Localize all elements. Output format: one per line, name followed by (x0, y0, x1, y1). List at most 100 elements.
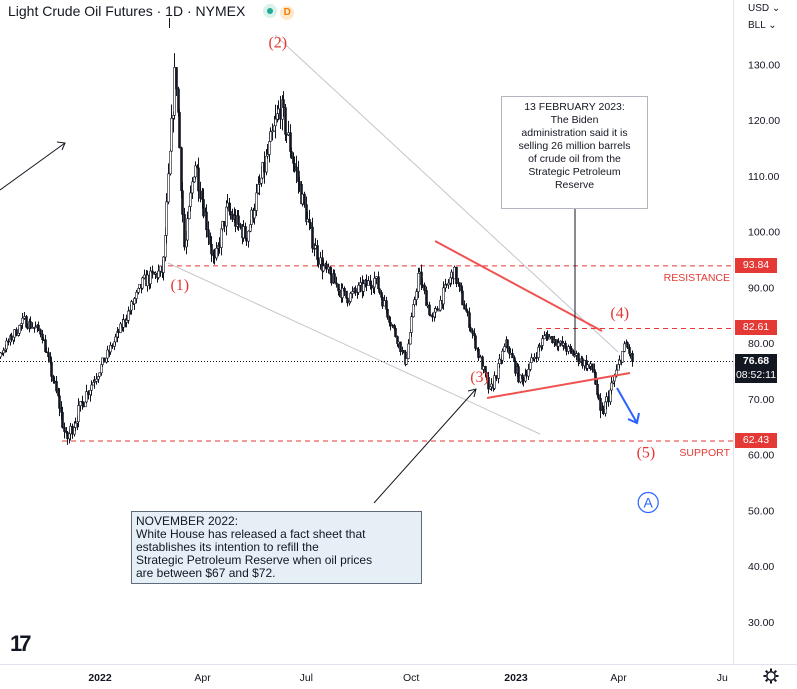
candle-body (170, 118, 173, 152)
candle-body (157, 270, 160, 278)
y-tick-label: 50.00 (748, 505, 774, 517)
candle-body (410, 316, 413, 333)
candle-body (447, 282, 450, 286)
candle-body (570, 348, 573, 352)
candle-body (162, 256, 165, 273)
candle-body (50, 361, 53, 377)
candle-body (268, 141, 271, 155)
gear-icon[interactable] (763, 668, 779, 684)
candle-body (303, 193, 306, 205)
candle-body (471, 330, 474, 334)
wave-label: (2) (268, 35, 287, 52)
candle-body (178, 112, 181, 149)
candle-body (173, 67, 176, 116)
candle-body (207, 229, 210, 238)
note-feb-line: The Biden (550, 114, 599, 126)
candle-body (114, 336, 117, 343)
candle-body (98, 372, 101, 377)
candle-body (423, 284, 426, 291)
candle-body (554, 339, 557, 345)
candle-body (626, 342, 629, 348)
candle-body (10, 335, 13, 341)
candle-body (631, 353, 634, 362)
candle-body (325, 263, 328, 270)
note-feb-2023[interactable]: 13 FEBRUARY 2023: The Biden administrati… (501, 96, 648, 209)
candle-body (135, 292, 138, 299)
resistance-label: RESISTANCE (664, 272, 730, 284)
candle-body (247, 230, 250, 242)
note-nov-line: NOVEMBER 2022: (136, 514, 239, 528)
candle-body (311, 226, 314, 249)
candle-body (370, 284, 373, 289)
candle-body (61, 411, 64, 428)
candle-body (0, 352, 2, 358)
candle-body (177, 88, 180, 113)
x-tick-label: Ju (717, 672, 728, 684)
candle-body (141, 277, 144, 289)
candle-body (47, 352, 50, 358)
candle-body (146, 274, 149, 287)
candle-body (573, 355, 576, 357)
candle-body (154, 272, 157, 275)
candle-body (474, 335, 477, 349)
candle-body (143, 274, 146, 279)
candle-body (21, 317, 24, 324)
tradingview-logo[interactable]: 17 (10, 631, 32, 656)
arrow-down-icon (627, 412, 640, 425)
candle-body (2, 349, 5, 354)
candle-body (229, 210, 232, 215)
candle-body (298, 181, 301, 185)
note-nov-arrow (373, 388, 477, 504)
candle-body (429, 314, 432, 317)
candle-body (138, 284, 141, 289)
cursor-marker (169, 18, 170, 28)
candle-body (290, 151, 293, 159)
candle-body (613, 375, 616, 382)
candle-body (130, 301, 133, 311)
candle-body (498, 358, 501, 364)
candle-body (151, 270, 154, 273)
candle-body (101, 357, 104, 365)
delayed-data-badge[interactable]: D (280, 6, 295, 20)
candle-body (373, 278, 376, 288)
currency-selector[interactable]: USD ⌄ (748, 3, 781, 14)
candle-body (266, 154, 269, 157)
candle-body (493, 375, 496, 389)
candle-body (197, 167, 200, 192)
note-nov-2022[interactable]: NOVEMBER 2022: White House has released … (131, 511, 422, 584)
channel-upper-line (274, 34, 619, 353)
candle-body (237, 215, 240, 225)
candle-body (90, 384, 93, 391)
note-nov-line: White House has released a fact sheet th… (136, 527, 366, 541)
y-tick-label: 120.00 (748, 115, 780, 127)
candle-body (106, 349, 109, 359)
candle-body (109, 345, 112, 353)
candle-body (501, 350, 504, 361)
symbol-title[interactable]: Light Crude Oil Futures · 1D · NYMEX (8, 3, 246, 19)
candles (0, 53, 634, 445)
candle-body (610, 382, 613, 391)
resistance-price-tag: 93.84 (735, 258, 777, 273)
wave-label: (3) (470, 369, 489, 386)
y-tick-label: 80.00 (748, 338, 774, 350)
candle-body (66, 432, 69, 440)
candle-body (271, 130, 274, 133)
wave-label: A (644, 494, 654, 510)
unit-selector[interactable]: BLL ⌄ (748, 20, 777, 31)
y-tick-label: 90.00 (748, 282, 774, 294)
candle-body (578, 361, 581, 363)
candle-body (527, 369, 530, 377)
candle-body (623, 343, 626, 352)
triangle-upper-trendline (434, 240, 603, 332)
candle-body (159, 265, 162, 272)
candle-body (477, 348, 480, 358)
candle-body (175, 67, 178, 90)
candle-body (191, 181, 194, 194)
candle-body (386, 309, 389, 318)
y-tick-label: 100.00 (748, 227, 780, 239)
candle-body (244, 226, 247, 239)
x-tick-label: Jul (300, 672, 313, 684)
candle-body (119, 323, 122, 333)
candle-body (169, 150, 172, 175)
